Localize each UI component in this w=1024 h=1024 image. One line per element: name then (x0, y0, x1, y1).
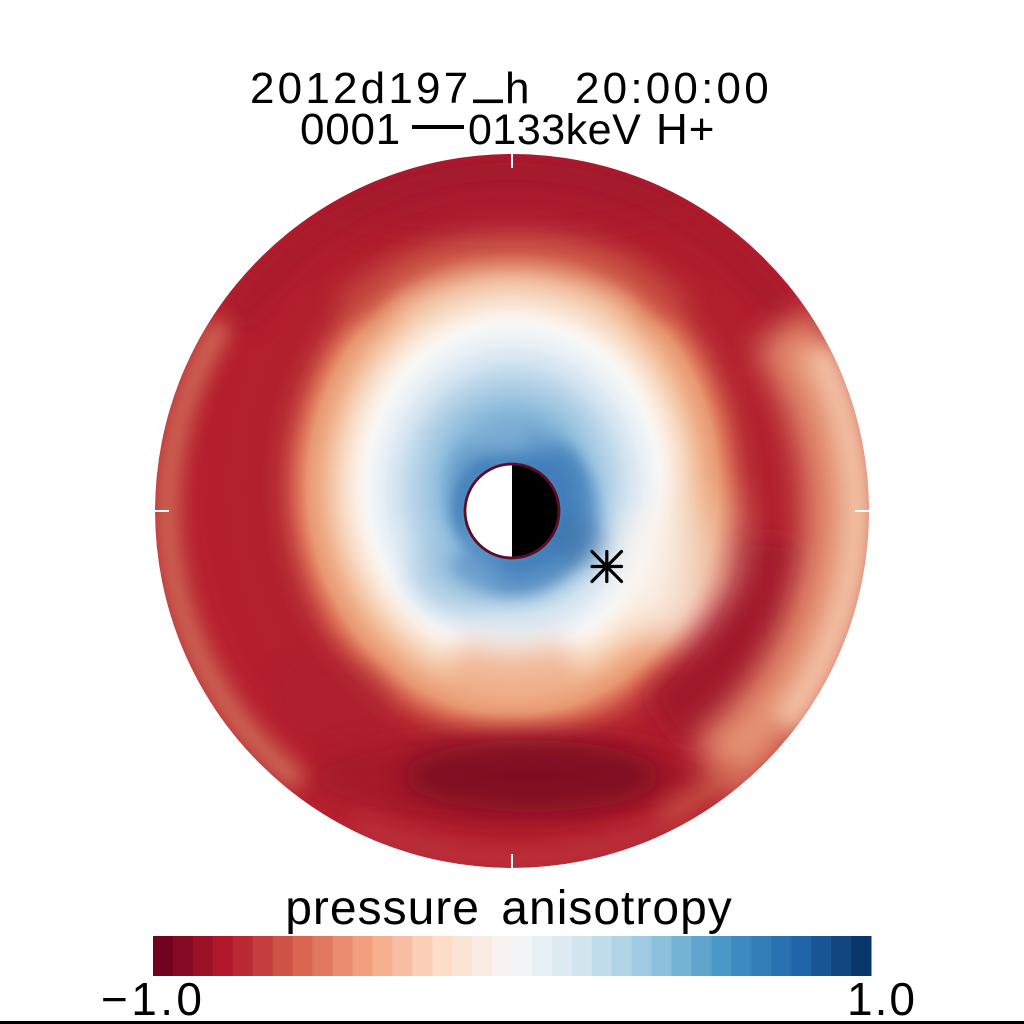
svg-text:h: h (505, 64, 529, 113)
svg-text:−1.0: −1.0 (101, 973, 205, 1024)
svg-text:2012d197: 2012d197 (250, 64, 471, 113)
svg-text:0133keV: 0133keV (468, 106, 641, 154)
svg-text:pressure anisotropy: pressure anisotropy (285, 882, 733, 935)
svg-text:1.0: 1.0 (847, 973, 917, 1024)
svg-text:20:00:00: 20:00:00 (575, 64, 772, 113)
svg-text:0001: 0001 (300, 105, 401, 154)
svg-text:H+: H+ (656, 105, 715, 154)
